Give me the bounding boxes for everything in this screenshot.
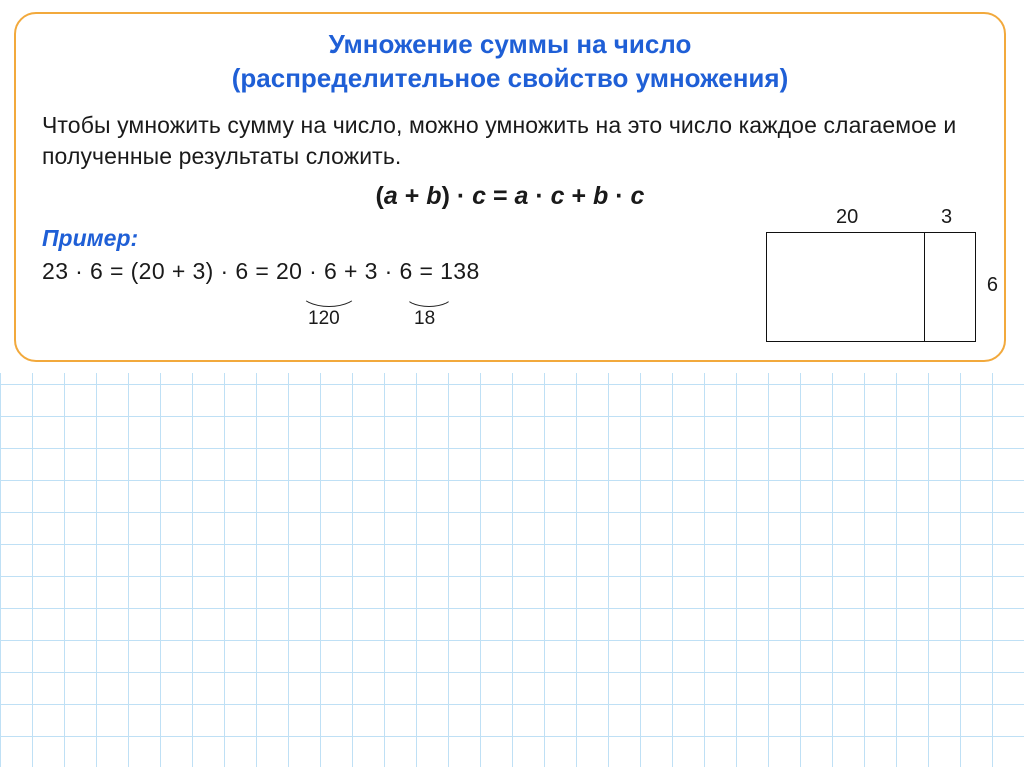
area-label-20: 20 — [836, 206, 858, 229]
area-label-3: 3 — [941, 206, 952, 229]
partial-product-1: 120 — [308, 308, 340, 330]
f-dot2: · — [528, 182, 550, 210]
f-open: ( — [376, 182, 384, 210]
area-label-6: 6 — [987, 274, 998, 297]
f-b2: b — [593, 182, 608, 210]
f-c3: c — [631, 182, 645, 210]
under-arc-2 — [404, 288, 454, 307]
area-model-diagram: 20 3 6 — [766, 232, 976, 342]
title-line-2: (распределительное свойство умножения) — [42, 62, 978, 96]
eq-part-1: 23 · 6 = (20 + 3) · 6 = — [42, 258, 276, 284]
rule-text: Чтобы умножить сумму на число, можно умн… — [42, 110, 978, 172]
f-a: a — [384, 182, 398, 210]
f-eq: = — [486, 182, 515, 210]
f-dot3: · — [608, 182, 630, 210]
partial-product-2: 18 — [414, 308, 435, 330]
lesson-card: Умножение суммы на число (распределитель… — [14, 12, 1006, 362]
area-box — [766, 232, 976, 342]
under-arc-1 — [300, 288, 358, 307]
f-c2: c — [551, 182, 565, 210]
f-plus1: + — [398, 182, 427, 210]
eq-prod1: 20 · 6 — [276, 258, 337, 284]
f-b: b — [426, 182, 441, 210]
eq-plus: + — [337, 258, 364, 284]
area-divider — [924, 232, 925, 342]
f-a2: a — [515, 182, 529, 210]
f-plus2: + — [565, 182, 594, 210]
f-dot1: · — [450, 182, 472, 210]
lesson-title: Умножение суммы на число (распределитель… — [42, 28, 978, 96]
f-c1: c — [472, 182, 486, 210]
f-close: ) — [442, 182, 450, 210]
title-line-1: Умножение суммы на число — [42, 28, 978, 62]
eq-tail: = 138 — [413, 258, 480, 284]
eq-prod2: 3 · 6 — [365, 258, 413, 284]
